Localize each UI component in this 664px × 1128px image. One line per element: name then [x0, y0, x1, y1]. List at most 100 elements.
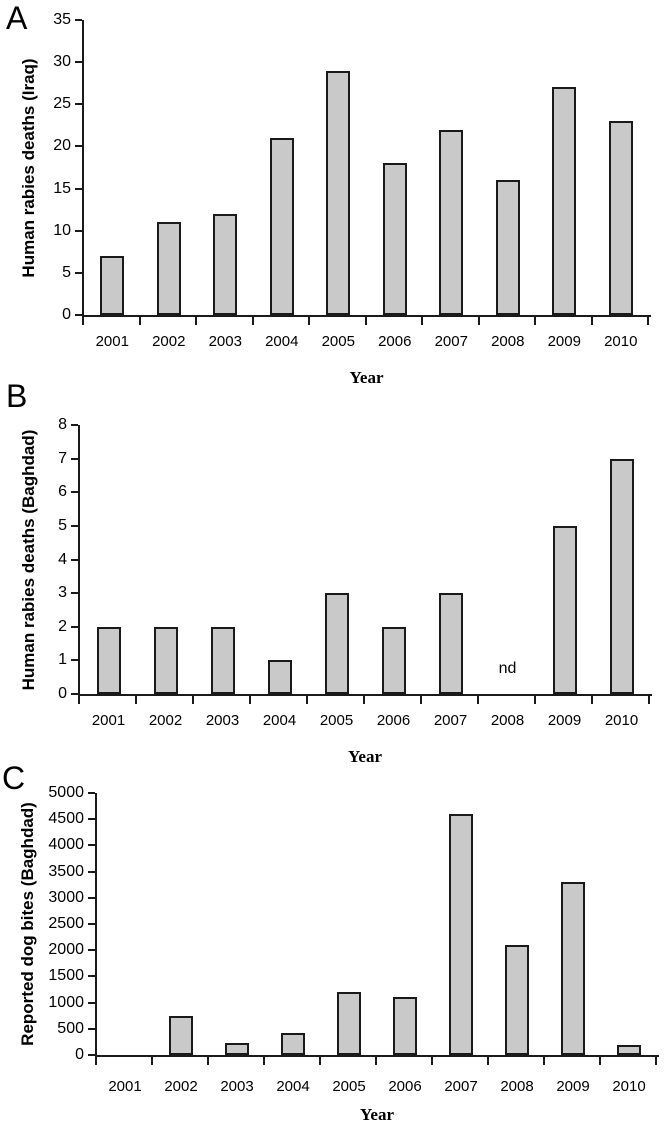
y-tick-label: 25 — [53, 95, 71, 113]
y-tick-label: 20 — [53, 137, 71, 155]
panel-c-reported-dog-bites-baghdad: 0 500 1000 1500 2000 2500 3000 3500 4000 4500 5000… — [0, 758, 664, 1128]
y-tick-label: 0 — [62, 306, 71, 323]
x-tick-label: 2005 — [321, 333, 355, 350]
bar-2002 — [156, 222, 181, 315]
y-tick-label: 7 — [58, 449, 67, 467]
x-tick-mark — [207, 1057, 209, 1065]
bar-2009 — [552, 87, 577, 315]
x-tick-mark — [543, 1057, 545, 1065]
y-tick-mark — [71, 693, 78, 695]
x-tick-label: 2008 — [491, 333, 525, 350]
x-tick-label: 2010 — [604, 333, 638, 350]
bar-2007 — [438, 593, 463, 694]
x-tick-label: 2007 — [434, 333, 468, 350]
bar-2001 — [100, 256, 125, 315]
y-tick-mark — [88, 1027, 95, 1030]
bar-2009 — [561, 882, 585, 1055]
x-tick-label: 2004 — [265, 333, 299, 350]
y-tick-mark — [71, 659, 78, 662]
bar-2004 — [269, 138, 294, 315]
panel-a-x-axis-title: Year — [349, 368, 384, 387]
bar-2004 — [267, 660, 292, 694]
bar-2007 — [449, 814, 473, 1055]
y-tick-label: 0 — [75, 1046, 84, 1063]
x-tick-mark — [82, 317, 84, 325]
x-tick-mark — [648, 696, 650, 704]
x-tick-mark — [251, 317, 254, 325]
x-tick-mark — [375, 1057, 377, 1065]
y-tick-mark — [88, 1001, 95, 1004]
x-tick-label: 2002 — [164, 1078, 198, 1095]
no-data-label: nd — [498, 660, 517, 677]
panel-a-y-axis-title: Human rabies deaths (Iraq) — [19, 57, 38, 278]
x-tick-mark — [599, 1057, 601, 1065]
bar-2003 — [225, 1043, 249, 1055]
panel-a-human-rabies-deaths-iraq: 0 5 10 15 20 25 30 35 2001 2002 2003 2004 2005 2006 20… — [0, 0, 664, 387]
x-tick-label: 2003 — [220, 1078, 254, 1095]
x-tick-mark — [306, 696, 308, 704]
y-tick-label: 35 — [53, 11, 71, 28]
bar-2002 — [169, 1016, 193, 1055]
panel-b-plot-area: 0 1 2 3 4 5 6 7 8 2001 2002 2003 2004 2005 2006 2007 200… — [0, 380, 664, 758]
y-tick-mark — [75, 271, 82, 274]
y-tick-label: 3000 — [48, 888, 84, 906]
x-tick-mark — [319, 1057, 321, 1065]
bar-2003 — [210, 627, 235, 694]
x-tick-label: 2009 — [547, 333, 581, 350]
y-tick-mark — [71, 625, 78, 628]
panel-a-plot-area: 0 5 10 15 20 25 30 35 2001 2002 2003 2004 2005 2006 20… — [0, 0, 664, 380]
y-tick-mark — [75, 187, 82, 190]
y-tick-label: 4 — [58, 550, 67, 568]
y-tick-mark — [71, 592, 78, 595]
x-tick-mark — [591, 696, 593, 704]
y-tick-label: 2 — [58, 617, 67, 635]
y-tick-mark — [88, 1054, 95, 1056]
bar-2005 — [337, 992, 361, 1055]
x-tick-label: 2003 — [208, 333, 242, 350]
y-tick-label: 30 — [53, 53, 71, 71]
x-tick-label: 2010 — [604, 712, 639, 729]
y-tick-mark — [75, 61, 82, 64]
y-tick-mark — [88, 844, 95, 847]
x-tick-label: 2005 — [319, 712, 354, 729]
y-tick-label: 3 — [58, 584, 67, 602]
x-tick-mark — [249, 696, 251, 704]
y-tick-mark — [71, 457, 78, 460]
x-tick-mark — [487, 1057, 489, 1065]
x-tick-label: 2009 — [556, 1078, 590, 1095]
x-tick-mark — [192, 696, 194, 704]
x-tick-mark — [431, 1057, 433, 1065]
x-tick-label: 2006 — [376, 712, 411, 729]
x-tick-label: 2001 — [95, 333, 129, 350]
bar-2008 — [495, 180, 520, 315]
x-tick-mark — [135, 696, 137, 704]
x-tick-label: 2006 — [378, 333, 412, 350]
x-tick-mark — [477, 317, 480, 325]
x-tick-mark — [263, 1057, 265, 1065]
bar-2005 — [324, 593, 349, 694]
x-tick-label: 2005 — [332, 1078, 366, 1095]
y-tick-label: 4000 — [48, 836, 84, 854]
x-tick-mark — [364, 317, 367, 325]
y-tick-mark — [71, 491, 78, 494]
y-tick-mark — [71, 558, 78, 561]
y-tick-mark — [71, 524, 78, 527]
panel-c-x-axis-title: Year — [360, 1105, 394, 1124]
y-tick-label: 1 — [58, 651, 67, 669]
panel-b-y-axis-title: Human rabies deaths (Baghdad) — [19, 429, 38, 690]
bar-2010 — [608, 121, 633, 315]
y-axis-line — [82, 20, 84, 317]
x-tick-mark — [78, 696, 80, 704]
panel-b-letter: B — [6, 378, 28, 414]
bar-2006 — [382, 163, 407, 315]
bar-2003 — [213, 214, 238, 315]
y-tick-label: 1500 — [48, 967, 84, 985]
x-tick-mark — [151, 1057, 153, 1065]
x-tick-label: 2001 — [108, 1078, 142, 1095]
panel-c-y-axis-title: Reported dog bites (Baghdad) — [18, 802, 37, 1046]
x-tick-mark — [421, 317, 423, 325]
x-tick-mark — [590, 317, 593, 325]
y-tick-mark — [88, 896, 95, 899]
y-tick-mark — [88, 870, 95, 873]
